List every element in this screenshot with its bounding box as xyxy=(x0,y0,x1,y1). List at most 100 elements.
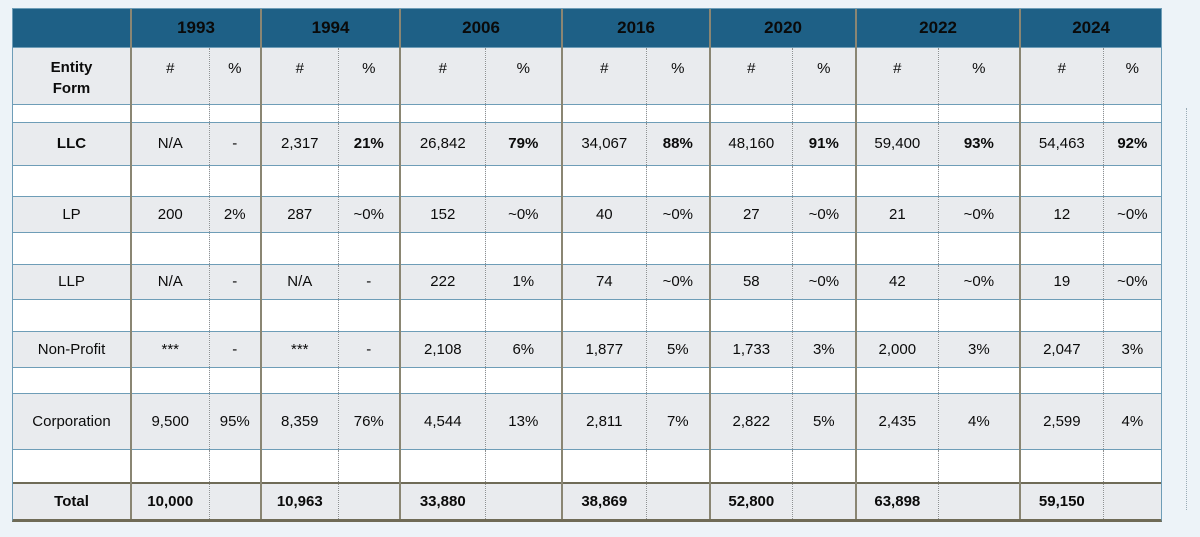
spacer-cell xyxy=(1102,103,1162,123)
spacer-cell xyxy=(855,103,939,123)
spacer-cell xyxy=(791,231,857,265)
count-cell: 21 xyxy=(855,195,939,233)
entity-cell: LLC xyxy=(13,121,131,166)
count-cell: N/A xyxy=(130,263,209,300)
spacer-cell xyxy=(561,366,647,394)
spacer-cell xyxy=(337,366,401,394)
year-header: 2006 xyxy=(399,9,563,48)
spacer-cell xyxy=(337,103,401,123)
count-cell: 287 xyxy=(260,195,339,233)
entity-formation-table-wrap: 1993 1994 2006 2016 2020 2022 2024 Entity Form #… xyxy=(12,8,1162,522)
total-label-cell: Total xyxy=(13,482,131,519)
spacer-cell xyxy=(855,298,939,332)
spacer-cell xyxy=(484,103,563,123)
spacer-cell xyxy=(709,103,793,123)
spacer-cell xyxy=(208,231,262,265)
spacer-cell xyxy=(1102,164,1162,197)
measure-header-row: Entity Form #% #% #% #% #% #% #% xyxy=(13,46,1162,105)
spacer-cell xyxy=(260,103,339,123)
percent-cell: 93% xyxy=(937,121,1021,166)
spacer-row xyxy=(13,164,1162,197)
spacer-cell xyxy=(130,103,209,123)
percent-cell: ~0% xyxy=(1102,195,1162,233)
percent-cell: 79% xyxy=(484,121,563,166)
count-header: # xyxy=(399,46,486,105)
spacer-cell xyxy=(709,164,793,197)
spacer-cell xyxy=(1019,448,1104,484)
entity-cell: LLP xyxy=(13,263,131,300)
spacer-cell xyxy=(1019,298,1104,332)
spacer-cell xyxy=(208,164,262,197)
spacer-cell xyxy=(561,164,647,197)
count-cell: 1,877 xyxy=(561,330,647,368)
spacer-cell xyxy=(855,448,939,484)
percent-header: % xyxy=(484,46,563,105)
count-cell: 1,733 xyxy=(709,330,793,368)
count-header: # xyxy=(855,46,939,105)
percent-cell: - xyxy=(337,330,401,368)
spacer-cell xyxy=(130,164,209,197)
spacer-cell xyxy=(484,164,563,197)
spacer-cell xyxy=(709,231,793,265)
percent-cell: ~0% xyxy=(937,263,1021,300)
percent-header: % xyxy=(208,46,262,105)
spacer-cell xyxy=(399,366,486,394)
total-percent-cell xyxy=(937,482,1021,519)
spacer-cell xyxy=(561,231,647,265)
spacer-cell xyxy=(937,366,1021,394)
spacer-cell xyxy=(1019,366,1104,394)
spacer-cell xyxy=(561,448,647,484)
spacer-cell xyxy=(1019,231,1104,265)
percent-cell: 6% xyxy=(484,330,563,368)
spacer-cell xyxy=(208,448,262,484)
total-count-cell: 33,880 xyxy=(399,482,486,519)
spacer-cell xyxy=(337,448,401,484)
count-header: # xyxy=(130,46,209,105)
count-cell: 8,359 xyxy=(260,392,339,450)
entity-cell: Corporation xyxy=(13,392,131,450)
percent-cell: 7% xyxy=(645,392,711,450)
count-cell: 26,842 xyxy=(399,121,486,166)
entity-cell: LP xyxy=(13,195,131,233)
total-row: Total 10,000 10,963 33,880 38,869 52,800 63,89… xyxy=(13,482,1162,519)
count-cell: 2,047 xyxy=(1019,330,1104,368)
spacer-cell xyxy=(260,298,339,332)
spacer-cell xyxy=(937,298,1021,332)
spacer-cell xyxy=(130,298,209,332)
spacer-cell xyxy=(645,298,711,332)
percent-cell: - xyxy=(337,263,401,300)
spacer-cell xyxy=(337,164,401,197)
total-percent-cell xyxy=(1102,482,1162,519)
percent-cell: 2% xyxy=(208,195,262,233)
corner-cell xyxy=(13,9,131,48)
total-count-cell: 52,800 xyxy=(709,482,793,519)
spacer-cell xyxy=(208,366,262,394)
count-cell: 9,500 xyxy=(130,392,209,450)
count-cell: 42 xyxy=(855,263,939,300)
entity-formation-table: 1993 1994 2006 2016 2020 2022 2024 Entity Form #… xyxy=(13,9,1162,519)
count-header: # xyxy=(709,46,793,105)
spacer-cell xyxy=(484,366,563,394)
spacer-cell xyxy=(260,231,339,265)
spacer-cell xyxy=(855,164,939,197)
count-cell: 34,067 xyxy=(561,121,647,166)
total-percent-cell xyxy=(791,482,857,519)
spacer-cell xyxy=(399,231,486,265)
spacer-cell xyxy=(399,103,486,123)
percent-cell: 88% xyxy=(645,121,711,166)
spacer-cell xyxy=(484,448,563,484)
table-row: LP 200 2% 287 ~0% 152 ~0% 40 ~0% 27 ~0% 21 ~0% 12 ~0% xyxy=(13,195,1162,233)
count-cell: 12 xyxy=(1019,195,1104,233)
year-header: 1993 xyxy=(129,9,262,48)
spacer-cell xyxy=(855,231,939,265)
percent-cell: 5% xyxy=(645,330,711,368)
spacer-cell xyxy=(645,103,711,123)
spacer-row xyxy=(13,298,1162,332)
count-cell: 2,317 xyxy=(260,121,339,166)
spacer-cell xyxy=(791,366,857,394)
count-cell: 74 xyxy=(561,263,647,300)
percent-cell: 21% xyxy=(337,121,401,166)
percent-cell: ~0% xyxy=(937,195,1021,233)
table-body: LLC N/A -2,317 21% 26,842 79% 34,067 88% 48,160 9… xyxy=(13,103,1162,519)
spacer-cell xyxy=(855,366,939,394)
